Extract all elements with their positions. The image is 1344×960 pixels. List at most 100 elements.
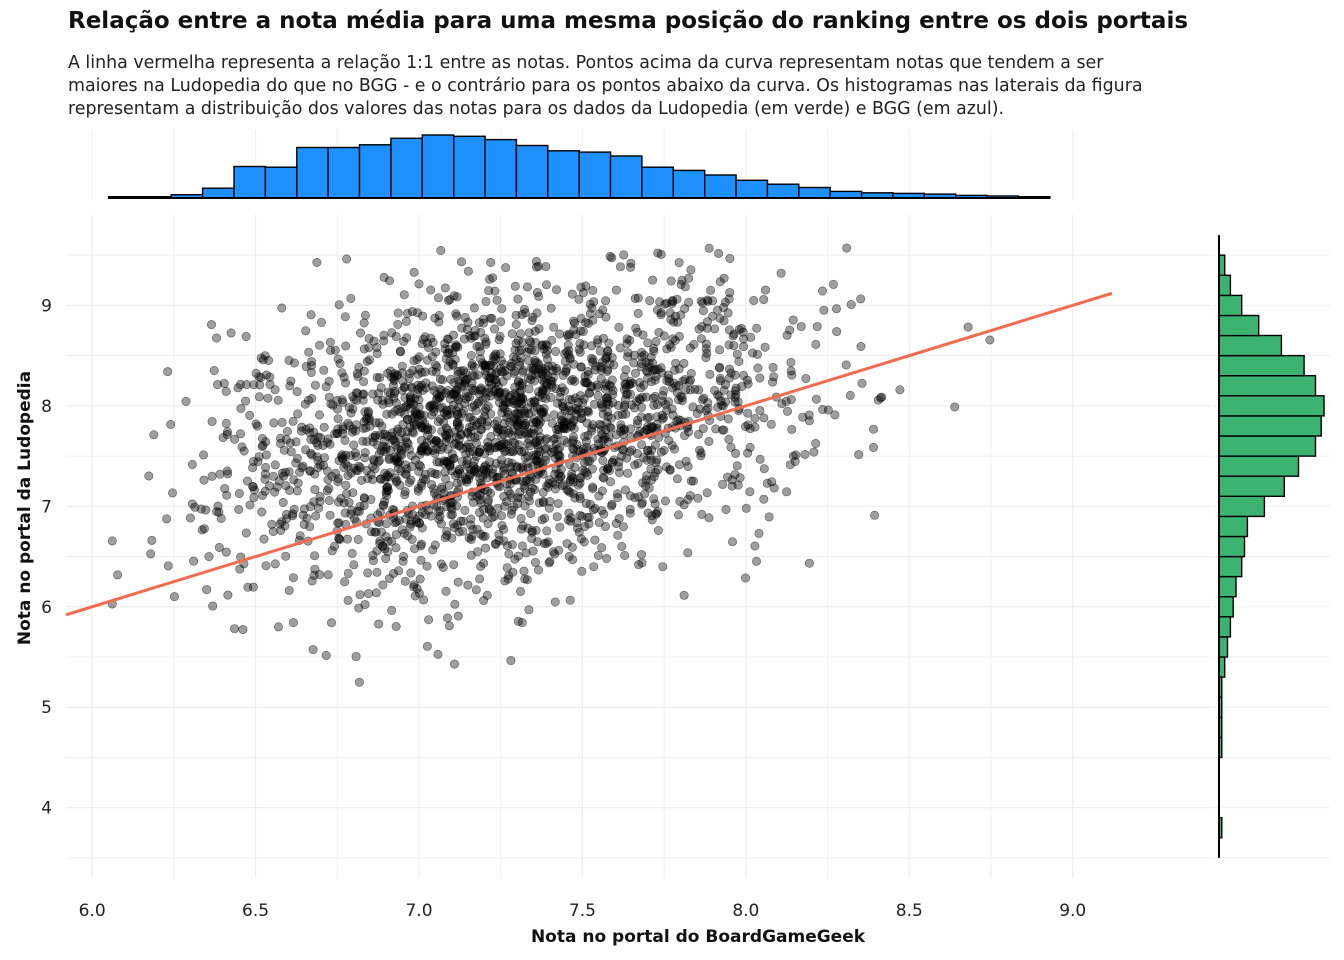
data-point xyxy=(579,340,589,350)
data-point xyxy=(607,353,617,363)
data-point xyxy=(347,548,357,558)
data-point xyxy=(414,588,424,598)
data-point xyxy=(739,334,749,344)
data-point xyxy=(724,434,734,444)
data-point xyxy=(605,477,615,487)
data-point xyxy=(506,462,516,472)
data-point xyxy=(332,428,342,438)
histogram-bar-ludopedia xyxy=(1218,555,1243,578)
data-point xyxy=(616,427,626,437)
data-point xyxy=(562,347,572,357)
histogram-bar-bgg xyxy=(264,166,298,199)
data-point xyxy=(486,431,496,441)
data-point xyxy=(460,312,470,322)
data-point xyxy=(613,462,623,472)
data-point xyxy=(569,359,579,369)
data-point xyxy=(449,378,459,388)
data-point xyxy=(583,406,593,416)
data-point xyxy=(556,411,566,421)
data-point xyxy=(696,334,706,344)
data-point xyxy=(325,510,335,520)
data-point xyxy=(452,311,462,321)
data-point xyxy=(277,303,287,313)
data-point xyxy=(702,488,712,498)
data-point xyxy=(223,469,233,479)
data-point xyxy=(637,402,647,412)
data-point xyxy=(406,450,416,460)
data-point xyxy=(540,444,550,454)
data-point xyxy=(363,406,373,416)
reference-line xyxy=(65,291,1113,617)
data-point xyxy=(311,511,321,521)
data-point xyxy=(845,390,855,400)
data-point xyxy=(630,460,640,470)
data-point xyxy=(868,442,878,452)
data-point xyxy=(485,274,495,284)
data-point xyxy=(390,406,400,416)
data-point xyxy=(436,519,446,529)
data-point xyxy=(791,450,801,460)
data-point xyxy=(597,486,607,496)
data-point xyxy=(480,411,490,421)
data-point xyxy=(541,280,551,290)
data-point xyxy=(236,429,246,439)
data-point xyxy=(284,585,294,595)
data-point xyxy=(513,616,523,626)
data-point xyxy=(446,409,456,419)
data-point xyxy=(516,493,526,503)
data-point xyxy=(530,355,540,365)
data-point xyxy=(463,317,473,327)
data-point xyxy=(524,384,534,394)
data-point xyxy=(672,388,682,398)
data-point xyxy=(422,561,432,571)
data-point xyxy=(496,364,506,374)
data-point xyxy=(407,534,417,544)
data-point xyxy=(695,445,705,455)
data-point xyxy=(828,279,838,289)
data-point xyxy=(633,308,643,318)
data-point xyxy=(623,352,633,362)
data-point xyxy=(427,366,437,376)
data-point xyxy=(476,498,486,508)
data-point xyxy=(788,451,798,461)
histogram-bar-bgg xyxy=(296,146,329,199)
data-point xyxy=(339,372,349,382)
data-point xyxy=(647,475,657,485)
data-point xyxy=(512,421,522,431)
data-point xyxy=(531,256,541,266)
histogram-bar-ludopedia xyxy=(1218,495,1266,518)
data-point xyxy=(750,422,760,432)
data-point xyxy=(433,293,443,303)
data-point xyxy=(498,425,508,435)
data-point xyxy=(555,329,565,339)
data-point xyxy=(553,499,563,509)
data-point xyxy=(811,394,821,404)
data-point xyxy=(533,387,543,397)
data-point xyxy=(490,539,500,549)
data-point xyxy=(260,351,270,361)
histogram-bar-bgg xyxy=(453,135,486,199)
data-point xyxy=(528,546,538,556)
data-point xyxy=(299,519,309,529)
data-point xyxy=(293,409,303,419)
data-point xyxy=(553,422,563,432)
subtitle-line: maiores na Ludopedia do que no BGG - e o… xyxy=(68,76,1143,96)
data-point xyxy=(291,437,301,447)
data-point xyxy=(353,371,363,381)
data-point xyxy=(607,375,617,385)
data-point xyxy=(645,450,655,460)
data-point xyxy=(583,456,593,466)
identity-line xyxy=(65,291,1113,617)
data-point xyxy=(621,382,631,392)
data-point xyxy=(755,373,765,383)
data-point xyxy=(622,334,632,344)
data-point xyxy=(379,330,389,340)
data-point xyxy=(288,511,298,521)
data-point xyxy=(310,380,320,390)
data-point xyxy=(168,488,178,498)
data-point xyxy=(400,469,410,479)
data-point xyxy=(237,442,247,452)
data-point xyxy=(655,297,665,307)
data-point xyxy=(730,470,740,480)
data-point xyxy=(481,393,491,403)
